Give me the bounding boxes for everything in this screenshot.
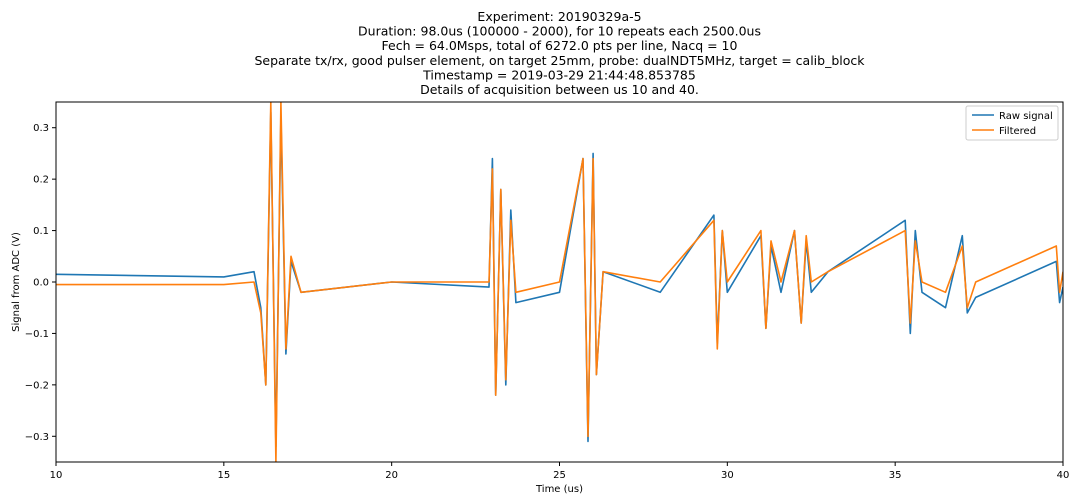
x-axis-label: Time (us) [535,484,583,495]
y-axis: −0.3 −0.2 −0.1 0.0 0.1 0.2 0.3 [25,123,56,443]
y-tick-label: −0.3 [25,432,49,443]
title-line: Details of acquisition between us 10 and… [420,82,699,97]
x-tick-label: 10 [50,470,63,481]
y-tick-label: 0.1 [33,226,49,237]
y-tick-label: 0.0 [33,278,49,289]
y-tick-label: −0.2 [25,380,49,391]
x-tick-label: 25 [553,470,566,481]
legend-label-raw: Raw signal [999,111,1053,122]
series-line-filtered [56,102,1063,462]
title-line: Timestamp = 2019-03-29 21:44:48.853785 [422,67,696,82]
x-tick-label: 20 [385,470,398,481]
legend-label-filtered: Filtered [999,126,1036,137]
title-line: Separate tx/rx, good pulser element, on … [254,53,865,68]
y-tick-label: 0.2 [33,175,49,186]
legend: Raw signal Filtered [965,105,1059,141]
title-line: Duration: 98.0us (100000 - 2000), for 10… [358,24,761,39]
y-tick-label: 0.3 [33,123,49,134]
y-axis-label: Signal from ADC (V) [11,232,22,332]
x-tick-label: 30 [721,470,734,481]
x-tick-label: 15 [217,470,230,481]
title-line: Fech = 64.0Msps, total of 6272.0 pts per… [382,38,738,53]
series-group [56,102,1063,462]
title-line: Experiment: 20190329a-5 [477,9,641,24]
x-tick-label: 35 [889,470,902,481]
x-axis: 10 15 20 25 30 35 40 [50,462,1070,481]
y-tick-label: −0.1 [25,329,49,340]
x-tick-label: 40 [1057,470,1070,481]
